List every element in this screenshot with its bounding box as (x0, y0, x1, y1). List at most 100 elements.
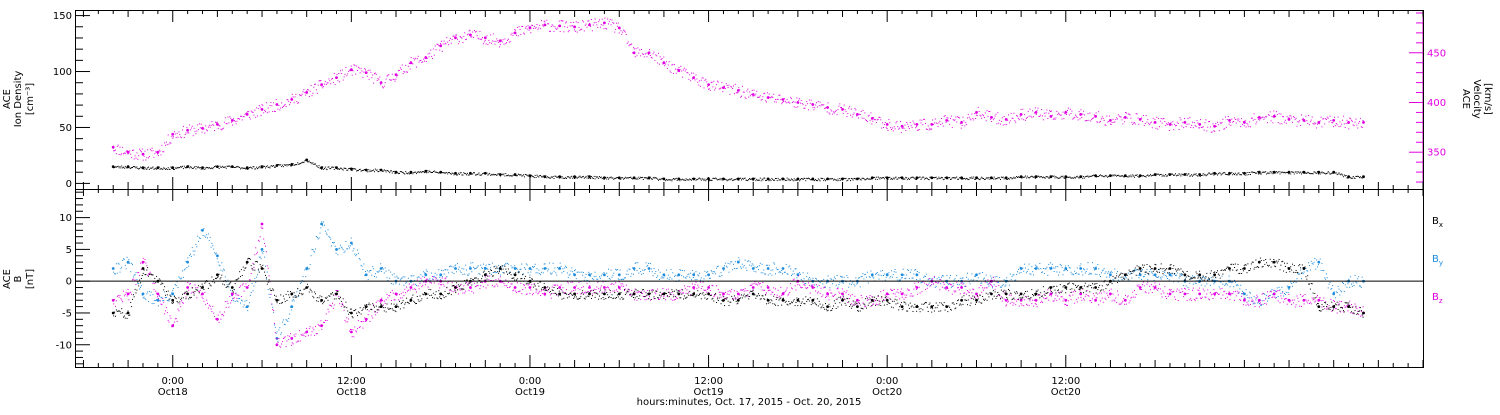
by-sample (358, 258, 360, 259)
velocity-sample (821, 104, 823, 105)
density-sample (1359, 176, 1361, 178)
velocity-sample (142, 159, 144, 161)
velocity-sample (778, 94, 780, 96)
density-sample (694, 178, 696, 179)
density-sample (256, 166, 258, 168)
density-sample (839, 178, 841, 179)
by-sample (1182, 274, 1184, 275)
by-sample (555, 272, 557, 274)
by-sample (1175, 274, 1176, 276)
by-sample (1198, 281, 1200, 283)
density-sample (285, 164, 287, 166)
density-sample (1093, 175, 1095, 177)
density-sample (281, 166, 283, 167)
velocity-sample (227, 116, 229, 118)
bz-sample (458, 288, 460, 290)
density-sample (518, 174, 520, 176)
density-sample (1256, 172, 1258, 174)
density-sample (1184, 173, 1185, 175)
velocity-sample (310, 85, 312, 87)
by-sample (1287, 292, 1289, 293)
by-sample (188, 265, 190, 267)
velocity-sample (845, 111, 847, 113)
density-sample (607, 176, 609, 178)
velocity-sample (994, 115, 996, 117)
by-sample (1077, 273, 1079, 275)
by-sample (1083, 268, 1084, 270)
density-sample (554, 175, 556, 177)
velocity-sample (639, 49, 641, 51)
by-sample (956, 275, 958, 277)
density-sample (912, 176, 914, 178)
velocity-sample (762, 96, 764, 98)
velocity-sample (1319, 120, 1321, 122)
by-sample (1175, 274, 1177, 276)
density-sample (789, 179, 791, 181)
bz-sample (435, 278, 437, 280)
by-sample (685, 277, 687, 279)
by-sample (1176, 272, 1178, 274)
by-sample (1209, 279, 1210, 281)
density-sample (1231, 172, 1233, 173)
bz-sample (178, 310, 180, 312)
by-sample (385, 270, 387, 272)
velocity-sample (312, 92, 314, 94)
density-sample (140, 167, 142, 169)
density-sample (746, 179, 748, 181)
density-sample (1329, 173, 1331, 175)
by-sample (1185, 285, 1187, 287)
velocity-sample (405, 64, 407, 66)
density-sample (1038, 175, 1040, 177)
velocity-point (781, 98, 785, 101)
bz-point (975, 292, 978, 296)
bz-sample (259, 236, 261, 238)
density-sample (443, 172, 445, 174)
density-sample (610, 176, 612, 178)
by-sample (200, 229, 202, 231)
density-sample (1207, 173, 1209, 175)
density-sample (162, 168, 164, 170)
density-sample (301, 162, 303, 164)
density-sample (565, 177, 567, 179)
by-sample (1035, 265, 1037, 267)
bz-sample (447, 282, 449, 284)
by-sample (999, 277, 1001, 279)
density-sample (1281, 172, 1283, 174)
density-sample (417, 171, 419, 173)
by-sample (239, 298, 241, 299)
density-sample (1349, 176, 1351, 178)
velocity-sample (1130, 117, 1132, 119)
velocity-sample (1341, 123, 1343, 125)
by-point (900, 273, 904, 277)
bz-sample (495, 279, 497, 281)
density-sample (947, 178, 949, 180)
velocity-sample (1262, 116, 1264, 118)
velocity-sample (1261, 116, 1263, 118)
density-sample (956, 176, 958, 178)
density-sample (1017, 176, 1019, 178)
by-point (1094, 267, 1097, 270)
bz-sample (283, 337, 285, 339)
density-sample (465, 173, 467, 175)
velocity-sample (333, 73, 335, 74)
density-sample (1360, 177, 1362, 179)
density-sample (379, 169, 381, 171)
velocity-sample (975, 114, 977, 116)
velocity-sample (884, 122, 886, 123)
bz-sample (498, 278, 500, 280)
density-sample (265, 166, 267, 168)
by-sample (723, 269, 725, 271)
velocity-sample (902, 126, 904, 128)
velocity-sample (1182, 122, 1184, 124)
density-sample (466, 172, 468, 174)
velocity-sample (904, 124, 906, 126)
by-sample (1042, 271, 1043, 273)
by-sample (978, 273, 980, 275)
density-sample (1317, 173, 1319, 175)
bz-sample (374, 314, 376, 316)
density-sample (1004, 177, 1006, 179)
velocity-sample (124, 152, 126, 154)
by-sample (983, 277, 985, 279)
bz-sample (516, 282, 518, 284)
density-sample (1205, 175, 1207, 177)
